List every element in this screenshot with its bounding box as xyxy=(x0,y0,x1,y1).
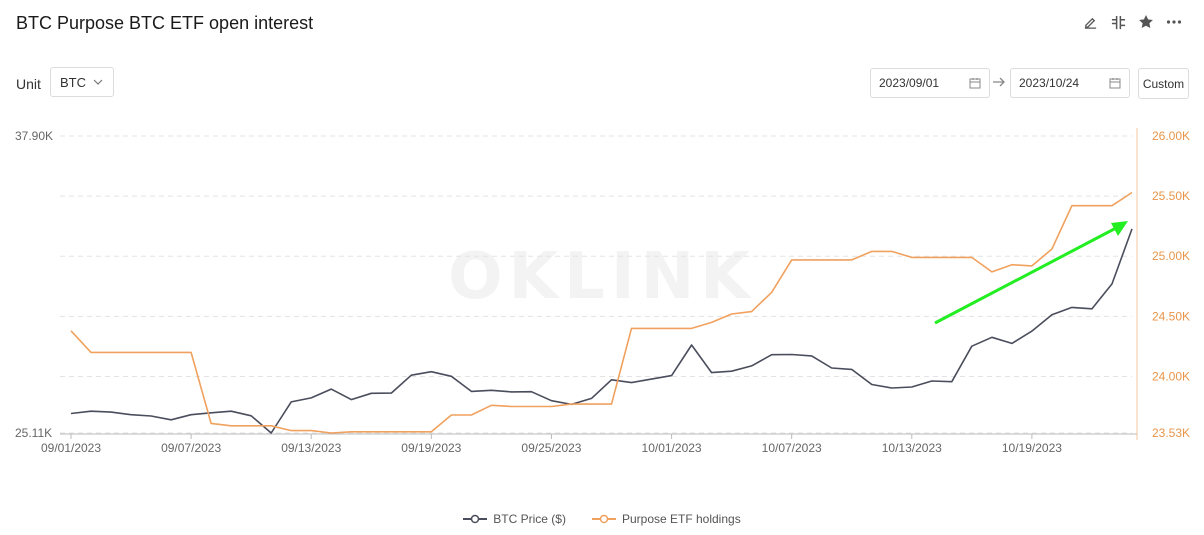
right-axis-tick-label: 25.00K xyxy=(1152,249,1190,263)
legend-label-etf-holdings: Purpose ETF holdings xyxy=(621,512,741,526)
calendar-icon xyxy=(969,78,981,89)
custom-range-button[interactable]: Custom xyxy=(1138,68,1189,99)
x-axis-tick-label: 10/19/2023 xyxy=(1002,441,1062,455)
right-axis-tick-label: 26.00K xyxy=(1152,129,1190,143)
x-axis-tick-label: 09/01/2023 xyxy=(41,441,101,455)
x-axis-tick-label: 09/25/2023 xyxy=(521,441,581,455)
annotation-arrowhead xyxy=(1111,221,1128,236)
x-axis-tick-label: 10/07/2023 xyxy=(762,441,822,455)
right-axis-tick-label: 23.53K xyxy=(1152,426,1190,440)
unit-select[interactable]: BTC xyxy=(50,67,114,97)
legend-item-etf-holdings[interactable]: Purpose ETF holdings xyxy=(591,512,741,526)
end-date-value: 2023/10/24 xyxy=(1019,76,1080,90)
edit-icon[interactable] xyxy=(1082,14,1098,30)
unit-value: BTC xyxy=(60,74,86,90)
more-icon[interactable] xyxy=(1166,14,1182,30)
legend-label-btc-price: BTC Price ($) xyxy=(493,512,566,526)
star-icon[interactable] xyxy=(1138,14,1154,30)
chevron-down-icon xyxy=(93,79,103,85)
x-axis-tick-label: 10/01/2023 xyxy=(642,441,702,455)
line-chart: OKLINK 26.00K 25.50K 25.00K 24.50K 24.00K 23.5… xyxy=(15,128,1190,455)
start-date-value: 2023/09/01 xyxy=(879,76,940,90)
calendar-icon xyxy=(1109,78,1121,89)
arrow-right-icon xyxy=(993,77,1005,87)
x-axis-tick-label: 09/19/2023 xyxy=(401,441,461,455)
header-toolbar xyxy=(1082,14,1182,30)
series-line-etf-holdings xyxy=(70,191,1133,434)
left-axis-tick-label: 25.11K xyxy=(15,426,52,440)
compare-icon[interactable] xyxy=(1110,14,1126,30)
unit-label: Unit xyxy=(16,76,41,92)
left-axis-tick-label: 37.90K xyxy=(15,129,53,143)
annotation-arrow-line xyxy=(934,225,1119,325)
watermark-logo: OKLINK xyxy=(448,240,756,314)
page-title: BTC Purpose BTC ETF open interest xyxy=(16,13,314,33)
series-line-btc-price xyxy=(70,228,1133,434)
x-axis-tick-label: 10/13/2023 xyxy=(882,441,942,455)
x-axis-tick-label: 09/13/2023 xyxy=(281,441,341,455)
x-axis-tick-label: 09/07/2023 xyxy=(161,441,221,455)
right-axis-tick-label: 25.50K xyxy=(1152,189,1190,203)
right-axis-tick-label: 24.50K xyxy=(1152,309,1190,323)
right-axis-tick-label: 24.00K xyxy=(1152,369,1190,383)
end-date-field[interactable]: 2023/10/24 xyxy=(1010,68,1130,98)
legend-item-btc-price[interactable]: BTC Price ($) xyxy=(463,512,566,526)
chart-legend: BTC Price ($) Purpose ETF holdings xyxy=(0,512,1204,526)
start-date-field[interactable]: 2023/09/01 xyxy=(870,68,990,98)
